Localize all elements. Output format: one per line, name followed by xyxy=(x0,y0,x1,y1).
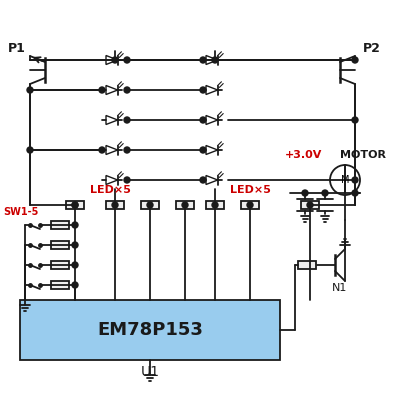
Circle shape xyxy=(124,177,130,183)
Circle shape xyxy=(72,282,78,288)
Circle shape xyxy=(124,87,130,93)
Polygon shape xyxy=(206,56,218,64)
Bar xyxy=(51,261,69,269)
Text: EM78P153: EM78P153 xyxy=(97,321,203,339)
Circle shape xyxy=(72,242,78,248)
Circle shape xyxy=(147,202,153,208)
Bar xyxy=(51,281,69,289)
Bar xyxy=(241,201,259,209)
Polygon shape xyxy=(106,116,118,124)
Circle shape xyxy=(352,57,358,63)
Circle shape xyxy=(72,202,78,208)
Bar xyxy=(301,201,319,209)
Text: LED×5: LED×5 xyxy=(90,185,131,195)
Circle shape xyxy=(182,202,188,208)
Bar xyxy=(66,201,84,209)
Circle shape xyxy=(247,202,253,208)
Circle shape xyxy=(124,147,130,153)
Circle shape xyxy=(200,87,206,93)
Bar xyxy=(206,201,224,209)
Circle shape xyxy=(212,57,218,63)
Polygon shape xyxy=(106,176,118,184)
Text: M: M xyxy=(341,175,349,185)
Polygon shape xyxy=(106,146,118,154)
Text: U1: U1 xyxy=(140,365,160,379)
Circle shape xyxy=(99,87,105,93)
Circle shape xyxy=(27,147,33,153)
Circle shape xyxy=(124,57,130,63)
Circle shape xyxy=(200,117,206,123)
Circle shape xyxy=(72,222,78,228)
Circle shape xyxy=(27,87,33,93)
Text: P2: P2 xyxy=(363,42,381,55)
Circle shape xyxy=(112,57,118,63)
Circle shape xyxy=(212,202,218,208)
Circle shape xyxy=(200,57,206,63)
Circle shape xyxy=(72,262,78,268)
Text: +3.0V: +3.0V xyxy=(285,150,322,160)
Circle shape xyxy=(99,147,105,153)
Text: SW1-5: SW1-5 xyxy=(3,207,38,217)
Circle shape xyxy=(302,190,308,196)
Circle shape xyxy=(330,165,360,195)
Bar xyxy=(106,201,124,209)
Circle shape xyxy=(124,117,130,123)
Bar xyxy=(298,261,316,269)
Text: LED×5: LED×5 xyxy=(230,185,271,195)
Circle shape xyxy=(307,202,313,208)
Circle shape xyxy=(352,177,358,183)
Text: MOTOR: MOTOR xyxy=(340,150,386,160)
Circle shape xyxy=(352,190,358,196)
Circle shape xyxy=(112,202,118,208)
Text: P1: P1 xyxy=(8,42,26,55)
Text: N1: N1 xyxy=(332,283,348,293)
Circle shape xyxy=(200,177,206,183)
Polygon shape xyxy=(206,176,218,184)
Bar xyxy=(51,241,69,249)
Bar xyxy=(176,201,194,209)
Bar xyxy=(51,221,69,229)
Polygon shape xyxy=(106,86,118,94)
Circle shape xyxy=(200,147,206,153)
Circle shape xyxy=(352,117,358,123)
Bar xyxy=(20,300,280,360)
Polygon shape xyxy=(106,56,118,64)
Circle shape xyxy=(72,202,78,208)
Bar xyxy=(141,201,159,209)
Polygon shape xyxy=(206,146,218,154)
Polygon shape xyxy=(206,116,218,124)
Circle shape xyxy=(322,190,328,196)
Polygon shape xyxy=(206,86,218,94)
